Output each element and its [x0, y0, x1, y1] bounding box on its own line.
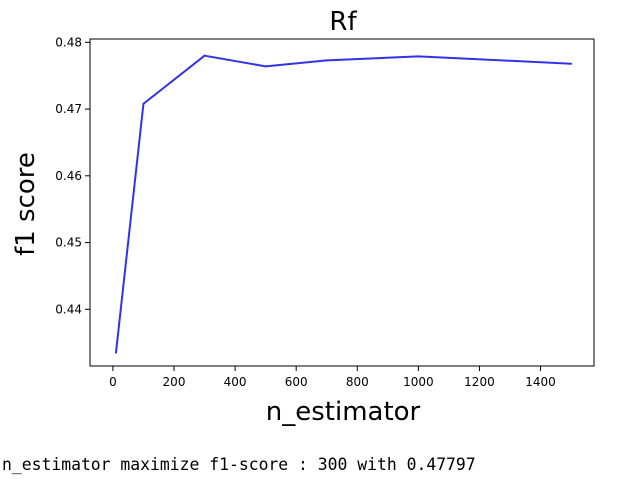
series-group — [114, 54, 573, 354]
series-line-0 — [114, 54, 572, 353]
x-tick-label: 1400 — [525, 375, 556, 389]
y-axis-ticks: 0.44 0.45 0.46 0.47 0.48 — [55, 35, 90, 316]
x-tick-label: 0 — [109, 375, 117, 389]
x-tick-label: 400 — [224, 375, 247, 389]
output-text: n_estimator maximize f1-score : 300 with… — [2, 455, 476, 474]
y-tick-label: 0.48 — [55, 35, 82, 49]
x-tick-label: 1000 — [403, 375, 434, 389]
y-tick-label: 0.47 — [55, 102, 82, 116]
x-tick-label: 200 — [163, 375, 186, 389]
data-point — [417, 55, 420, 58]
y-tick-label: 0.44 — [55, 302, 82, 316]
line-chart: Rf 0.44 0.45 0.46 0.47 0.48 0 200 400 600 800 100… — [11, 7, 595, 427]
plot-frame — [89, 38, 595, 367]
data-point — [203, 54, 206, 57]
y-tick-label: 0.46 — [55, 169, 82, 183]
x-tick-label: 600 — [285, 375, 308, 389]
data-point — [114, 351, 117, 354]
y-tick-label: 0.45 — [55, 236, 82, 250]
data-point — [325, 59, 328, 62]
x-axis-ticks: 0 200 400 600 800 1000 1200 1400 — [109, 366, 556, 389]
x-axis-label: n_estimator — [266, 397, 421, 427]
data-point — [264, 65, 267, 68]
x-tick-label: 800 — [346, 375, 369, 389]
y-axis-label: f1 score — [11, 152, 41, 256]
data-point — [142, 102, 145, 105]
x-tick-label: 1200 — [464, 375, 495, 389]
data-point — [570, 62, 573, 65]
chart-title: Rf — [329, 7, 357, 37]
